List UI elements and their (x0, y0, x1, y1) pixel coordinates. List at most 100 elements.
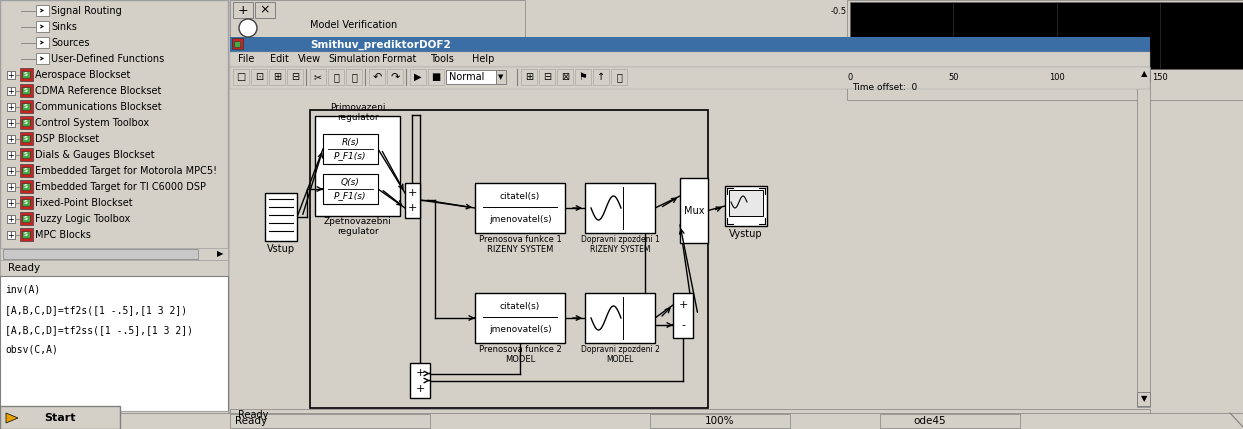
Bar (2, 249, 198, 259)
Text: Aerospace Blockset: Aerospace Blockset (35, 70, 131, 80)
Circle shape (239, 19, 257, 37)
Text: 100%: 100% (705, 416, 735, 426)
Bar (22, 199, 30, 206)
Text: Prenosova funkce 2: Prenosova funkce 2 (479, 344, 562, 353)
Bar (265, 193, 297, 241)
Bar (1137, 392, 1150, 406)
Text: +: + (7, 182, 15, 191)
Text: Sources: Sources (51, 38, 89, 48)
Bar (251, 69, 267, 85)
Text: User-Defined Functions: User-Defined Functions (51, 54, 164, 64)
Bar (539, 69, 556, 85)
Text: Ready: Ready (235, 416, 267, 426)
Text: Dopravni zpozdeni 2: Dopravni zpozdeni 2 (580, 344, 660, 353)
Bar (369, 69, 385, 85)
Text: citatel(s): citatel(s) (500, 302, 541, 311)
Text: ■: ■ (431, 72, 440, 82)
Text: Ready: Ready (237, 410, 268, 420)
Bar (7, 135, 15, 143)
Text: ▼: ▼ (498, 74, 503, 80)
Bar (230, 414, 430, 428)
Text: +: + (7, 118, 15, 127)
Text: ↑: ↑ (597, 72, 605, 82)
Bar (846, 0, 1243, 100)
Bar (521, 69, 537, 85)
Text: Simulation: Simulation (328, 54, 380, 64)
Bar (230, 409, 1150, 422)
Text: Embedded Target for Motorola MPC5!: Embedded Target for Motorola MPC5! (35, 166, 218, 176)
Bar (20, 84, 34, 97)
Text: Ready: Ready (7, 263, 40, 273)
Bar (22, 103, 30, 110)
Bar (7, 103, 15, 111)
Text: 100: 100 (1049, 73, 1064, 82)
Bar (20, 212, 34, 225)
Text: Control System Toolbox: Control System Toolbox (35, 118, 149, 128)
Bar (232, 2, 254, 18)
Text: ▲: ▲ (1141, 69, 1147, 79)
Text: Prenosova funkce 1: Prenosova funkce 1 (479, 235, 562, 244)
Bar (310, 110, 709, 408)
Text: Dials & Gauges Blockset: Dials & Gauges Blockset (35, 150, 154, 160)
Bar (410, 363, 430, 398)
Bar (475, 183, 566, 233)
Text: ⊡: ⊡ (255, 72, 264, 82)
Bar (0, 413, 1243, 429)
Text: Fuzzy Logic Toolbox: Fuzzy Logic Toolbox (35, 214, 131, 224)
Bar (20, 164, 34, 177)
Bar (593, 69, 609, 85)
Bar (428, 69, 444, 85)
Bar (234, 41, 240, 47)
Bar (672, 293, 694, 338)
Text: S: S (24, 168, 29, 173)
Text: ⧉: ⧉ (333, 72, 339, 82)
Text: S: S (24, 120, 29, 125)
Text: CDMA Reference Blockset: CDMA Reference Blockset (35, 86, 162, 96)
Text: S: S (24, 72, 29, 77)
Text: Q(s): Q(s) (341, 178, 360, 187)
Text: citatel(s): citatel(s) (500, 193, 541, 202)
Bar (230, 0, 1243, 429)
Text: File: File (237, 54, 255, 64)
Bar (7, 231, 15, 239)
Text: MODEL: MODEL (505, 354, 536, 363)
Text: Tools: Tools (430, 54, 454, 64)
Text: Format: Format (382, 54, 416, 64)
Text: ↷: ↷ (390, 72, 400, 82)
Text: MODEL: MODEL (607, 354, 634, 363)
Bar (7, 87, 15, 95)
Text: +: + (7, 199, 15, 208)
Text: ↶: ↶ (373, 72, 382, 82)
Text: +: + (7, 135, 15, 143)
Bar (230, 67, 1150, 89)
Text: +: + (408, 203, 418, 213)
Bar (20, 228, 34, 241)
Bar (314, 116, 400, 216)
Bar (20, 100, 34, 113)
Text: -0.5: -0.5 (830, 7, 846, 16)
Text: 50: 50 (948, 73, 958, 82)
Bar (323, 174, 378, 204)
Bar (36, 53, 48, 64)
Text: Edit: Edit (270, 54, 288, 64)
Text: ▶: ▶ (216, 250, 224, 259)
Text: Start: Start (45, 413, 76, 423)
Text: S: S (24, 88, 29, 93)
Bar (7, 215, 15, 223)
Text: ode45: ode45 (914, 416, 946, 426)
Bar (36, 21, 48, 32)
Bar (20, 132, 34, 145)
Text: +: + (415, 384, 425, 394)
Text: +: + (7, 230, 15, 239)
Bar (405, 183, 420, 218)
Bar (310, 69, 326, 85)
Bar (323, 134, 378, 164)
Bar (240, 90, 1135, 407)
Text: ×: × (260, 3, 270, 16)
Text: +: + (7, 70, 15, 79)
Bar (22, 71, 30, 78)
Text: jmenovatel(s): jmenovatel(s) (488, 326, 552, 335)
Text: [A,B,C,D]=tf2ss([1 -.5],[1 3 2]): [A,B,C,D]=tf2ss([1 -.5],[1 3 2]) (5, 325, 193, 335)
Text: ✂: ✂ (314, 72, 322, 82)
Bar (410, 69, 426, 85)
